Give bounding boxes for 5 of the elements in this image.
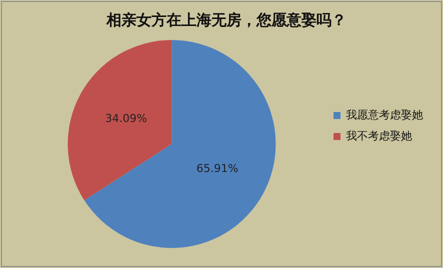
legend-label: 我愿意考虑娶她	[346, 108, 423, 122]
data-label: 65.91%	[196, 162, 238, 175]
legend-label: 我不考虑娶她	[346, 129, 412, 142]
data-label: 34.09%	[105, 112, 148, 125]
chart-title: 相亲女方在上海无房，您愿意娶吗？	[106, 10, 346, 29]
